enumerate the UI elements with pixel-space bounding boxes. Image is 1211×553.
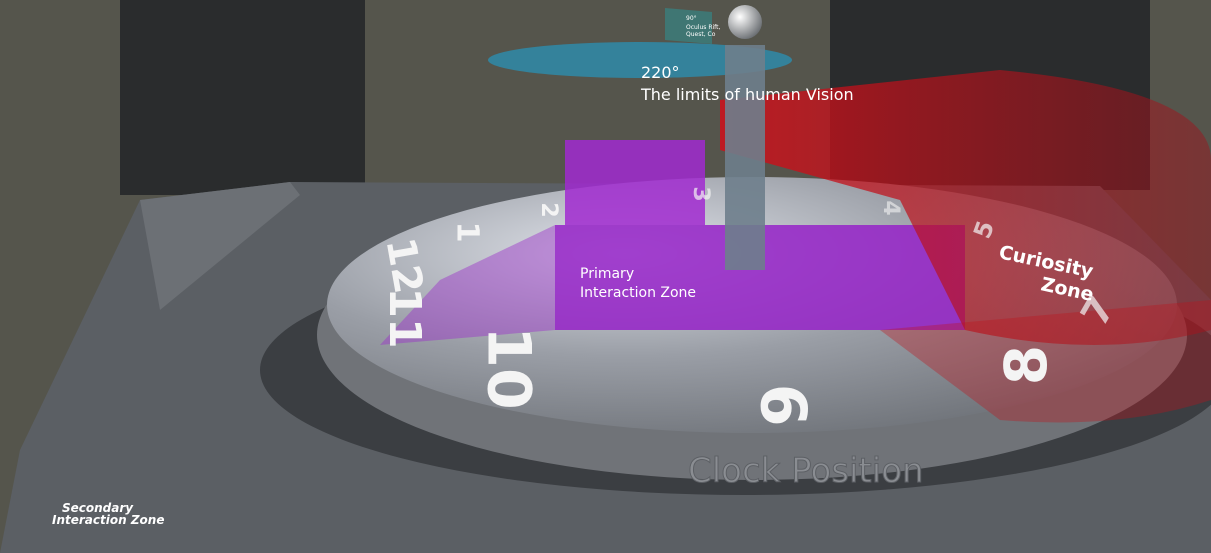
vision-angle: 220°	[641, 63, 680, 82]
vision-disc	[488, 42, 792, 78]
clock-numeral: 10	[473, 326, 543, 410]
curiosity-zone	[720, 70, 1211, 345]
device-name: Quest, Co	[686, 31, 716, 38]
clock-numeral: 1	[450, 222, 485, 243]
clock-numeral: 3	[688, 186, 713, 201]
curiosity-zone-floor	[880, 300, 1211, 423]
vision-text: The limits of human Vision	[640, 85, 854, 104]
table-edge	[140, 182, 300, 310]
clock-numeral: 12	[376, 234, 431, 297]
clock-numeral: 4	[878, 200, 903, 215]
primary-zone-label: Primary	[580, 266, 634, 282]
pillar	[120, 0, 365, 195]
primary-zone-label: Interaction Zone	[580, 285, 696, 301]
device-name: Oculus Rift,	[686, 24, 721, 31]
clock-numeral: 9	[749, 383, 822, 426]
device-fov: 90°	[686, 15, 697, 22]
clock-numeral: 11	[379, 287, 430, 348]
primary-zone-top	[565, 140, 705, 225]
clock-numeral: 2	[536, 202, 561, 217]
user-head	[728, 5, 762, 39]
clock-numeral: 8	[992, 345, 1060, 385]
primary-zone-floor	[380, 225, 555, 345]
secondary-zone-label: Secondary	[62, 501, 134, 515]
device-panel	[665, 8, 712, 44]
user-post	[725, 45, 765, 270]
secondary-zone-label: Interaction Zone	[52, 513, 164, 527]
clock-position-label: Clock Position	[688, 451, 924, 491]
primary-zone-box	[555, 225, 965, 330]
